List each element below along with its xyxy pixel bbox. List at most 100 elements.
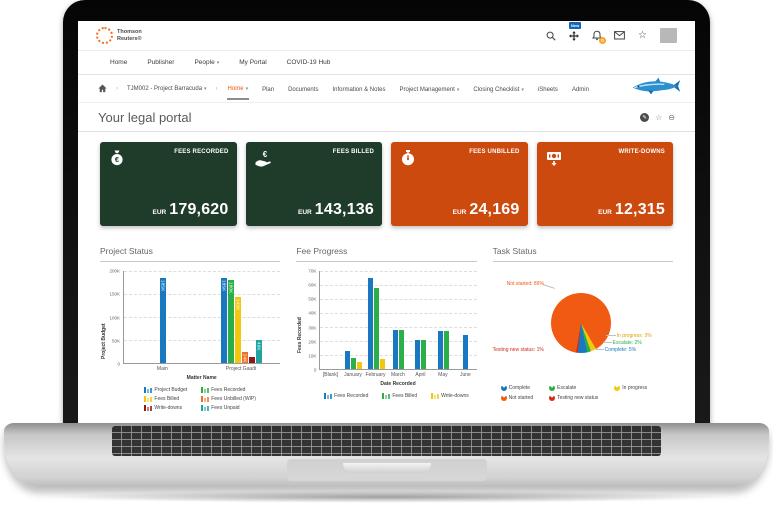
legend-item-fees-recorded: Fees Recorded	[324, 393, 368, 399]
laptop-keyboard	[112, 426, 661, 456]
barracuda-fish-logo	[631, 74, 681, 103]
app-header: Thomson Reuters® New 0	[78, 21, 695, 51]
x-axis-title: Date Recorded	[380, 381, 416, 387]
nav-item-my-portal[interactable]: My Portal	[239, 59, 267, 66]
breadcrumb-project[interactable]: TJM002 - Project Barracuda ▾	[127, 85, 207, 92]
kpi-card-top: € FEES RECORDED	[108, 149, 229, 172]
pie-data-label: Escalate: 2%	[612, 340, 642, 346]
breadcrumb-separator: ›	[116, 85, 118, 92]
tab-isheets[interactable]: iSheets	[537, 86, 558, 93]
kpi-card-fees-recorded: € FEES RECORDED EUR 179,620	[100, 142, 237, 226]
tab-documents[interactable]: Documents	[288, 86, 319, 93]
kpi-value: EUR 179,620	[153, 201, 229, 219]
gridline	[124, 340, 281, 341]
page-actions: ✎ ☆ ⊖	[640, 113, 675, 122]
home-icon[interactable]	[98, 84, 107, 93]
y-tick-label: 200K	[109, 268, 120, 274]
legend-label: Fees Billed	[154, 396, 180, 402]
tab-home[interactable]: Home ▾	[226, 78, 250, 100]
mail-icon[interactable]	[614, 30, 625, 41]
tab-project-management[interactable]: Project Management ▾	[399, 86, 460, 93]
x-category-label: February	[365, 372, 386, 378]
gridline	[320, 299, 477, 300]
kpi-label: FEES UNBILLED	[469, 149, 520, 155]
stopwatch-icon	[399, 149, 417, 172]
main-nav-items: Home Publisher People ▾ My Portal COVID-19 Hu…	[78, 51, 695, 75]
legend: Project Budget Fees Recorded Fees Billed Fe…	[120, 387, 280, 411]
legend: Fees Recorded Fees Billed Write-downs	[316, 393, 476, 399]
tab-admin[interactable]: Admin	[571, 86, 589, 93]
bar-chart-legend-icon	[201, 387, 210, 393]
plot-wrap: 70K 60K 50K 40K 30K 20K 10K 0	[304, 269, 477, 373]
legend-item-complete: Complete	[500, 385, 533, 391]
chevron-down-icon: ▾	[204, 85, 207, 92]
favorites-star-icon[interactable]: ☆	[638, 30, 647, 41]
laptop-deck	[4, 423, 769, 487]
gridline	[124, 294, 281, 295]
bar-group-april	[410, 271, 432, 369]
bar-label: 185K	[160, 279, 166, 292]
pie-legend-icon	[549, 395, 556, 401]
pie-legend-icon	[500, 385, 507, 391]
bar-label: 143K	[235, 299, 241, 311]
header-icons: New 0 ☆	[545, 22, 677, 44]
y-axis-title: Fees Recorded	[297, 317, 304, 353]
y-tick-label: 30K	[308, 325, 317, 331]
legend-item-escalate: Escalate	[549, 385, 598, 391]
pie-leader-line	[605, 335, 616, 336]
bar-group-main: 185K	[124, 271, 202, 363]
tab-closing-checklist[interactable]: Closing Checklist ▾	[473, 86, 524, 93]
page-title: Your legal portal	[98, 110, 192, 125]
search-icon[interactable]	[545, 30, 556, 41]
follow-star-icon[interactable]: ☆	[655, 112, 663, 122]
legend-label: Fees Recorded	[211, 387, 246, 393]
money-bag-icon: €	[108, 149, 126, 172]
legend-label: In progress	[622, 385, 648, 391]
tab-information-notes[interactable]: Information & Notes	[332, 86, 386, 93]
laptop-screen-bezel: Thomson Reuters® New 0	[63, 0, 710, 431]
bar-project-budget: 185K	[160, 277, 167, 363]
x-category-label: Main	[156, 366, 168, 372]
kpi-currency: EUR	[298, 209, 312, 216]
bar-label: 49K	[256, 342, 262, 352]
legend-item-testing-new-status: Testing new status	[549, 395, 598, 401]
bar-chart-legend-icon	[324, 393, 333, 399]
gridline	[320, 341, 477, 342]
bar-fees-billed: 143K	[234, 297, 241, 363]
fee-progress-chart: Fees Recorded 70K 60K 50K 40K 30K 20K 10K 0 [Blan…	[296, 269, 477, 399]
legend-label: Fees Recorded	[334, 393, 369, 399]
collapse-icon[interactable]: ⊖	[668, 112, 675, 122]
tab-plan[interactable]: Plan	[262, 86, 275, 93]
kpi-label: WRITE-DOWNS	[618, 149, 665, 155]
y-tick-label: 40K	[308, 310, 317, 316]
bar-chart-legend-icon	[431, 393, 440, 399]
legend-item-fees-unpaid: Fees Unpaid	[201, 405, 256, 411]
kpi-card-top: FEES UNBILLED	[399, 149, 520, 172]
task-status-chart: Not started: 89% In progress: 3% Escalate:…	[493, 271, 673, 401]
gridline	[124, 271, 281, 272]
legend-label: Testing new status	[557, 395, 599, 401]
legend-label: Fees Unpaid	[211, 405, 240, 411]
kpi-currency: EUR	[452, 209, 467, 216]
move-pan-icon[interactable]: New	[568, 22, 582, 41]
nav-item-covid-19-hub[interactable]: COVID-19 Hub	[286, 59, 331, 66]
x-category-label: June	[459, 372, 471, 378]
pie-data-label: Complete: 5%	[604, 347, 637, 353]
nav-item-publisher[interactable]: Publisher	[147, 59, 175, 66]
legend-label: Fees Billed	[392, 393, 418, 399]
bar-group-may	[432, 271, 454, 369]
nav-item-people[interactable]: People ▾	[194, 59, 220, 66]
bar-fees-recorded	[392, 329, 398, 369]
laptop-shadow	[44, 491, 729, 503]
user-avatar[interactable]	[660, 28, 677, 43]
plot-wrap: 200K 150K 100K 50K 0 185K 185K 180K 143K 24K 49K	[108, 268, 281, 367]
edit-page-icon[interactable]: ✎	[640, 113, 650, 122]
kpi-currency: EUR	[598, 209, 612, 216]
kpi-label: FEES RECORDED	[174, 149, 229, 155]
bar-fees-recorded	[345, 350, 351, 369]
nav-item-home[interactable]: Home	[110, 59, 128, 66]
legend-label: Complete	[508, 385, 531, 391]
legend-item-fees-recorded: Fees Recorded	[201, 387, 256, 393]
project-status-chart: Project Budget 200K 150K 100K 50K 0 185K 185K 18…	[100, 268, 281, 411]
notifications-bell-icon[interactable]: 0	[591, 30, 606, 44]
